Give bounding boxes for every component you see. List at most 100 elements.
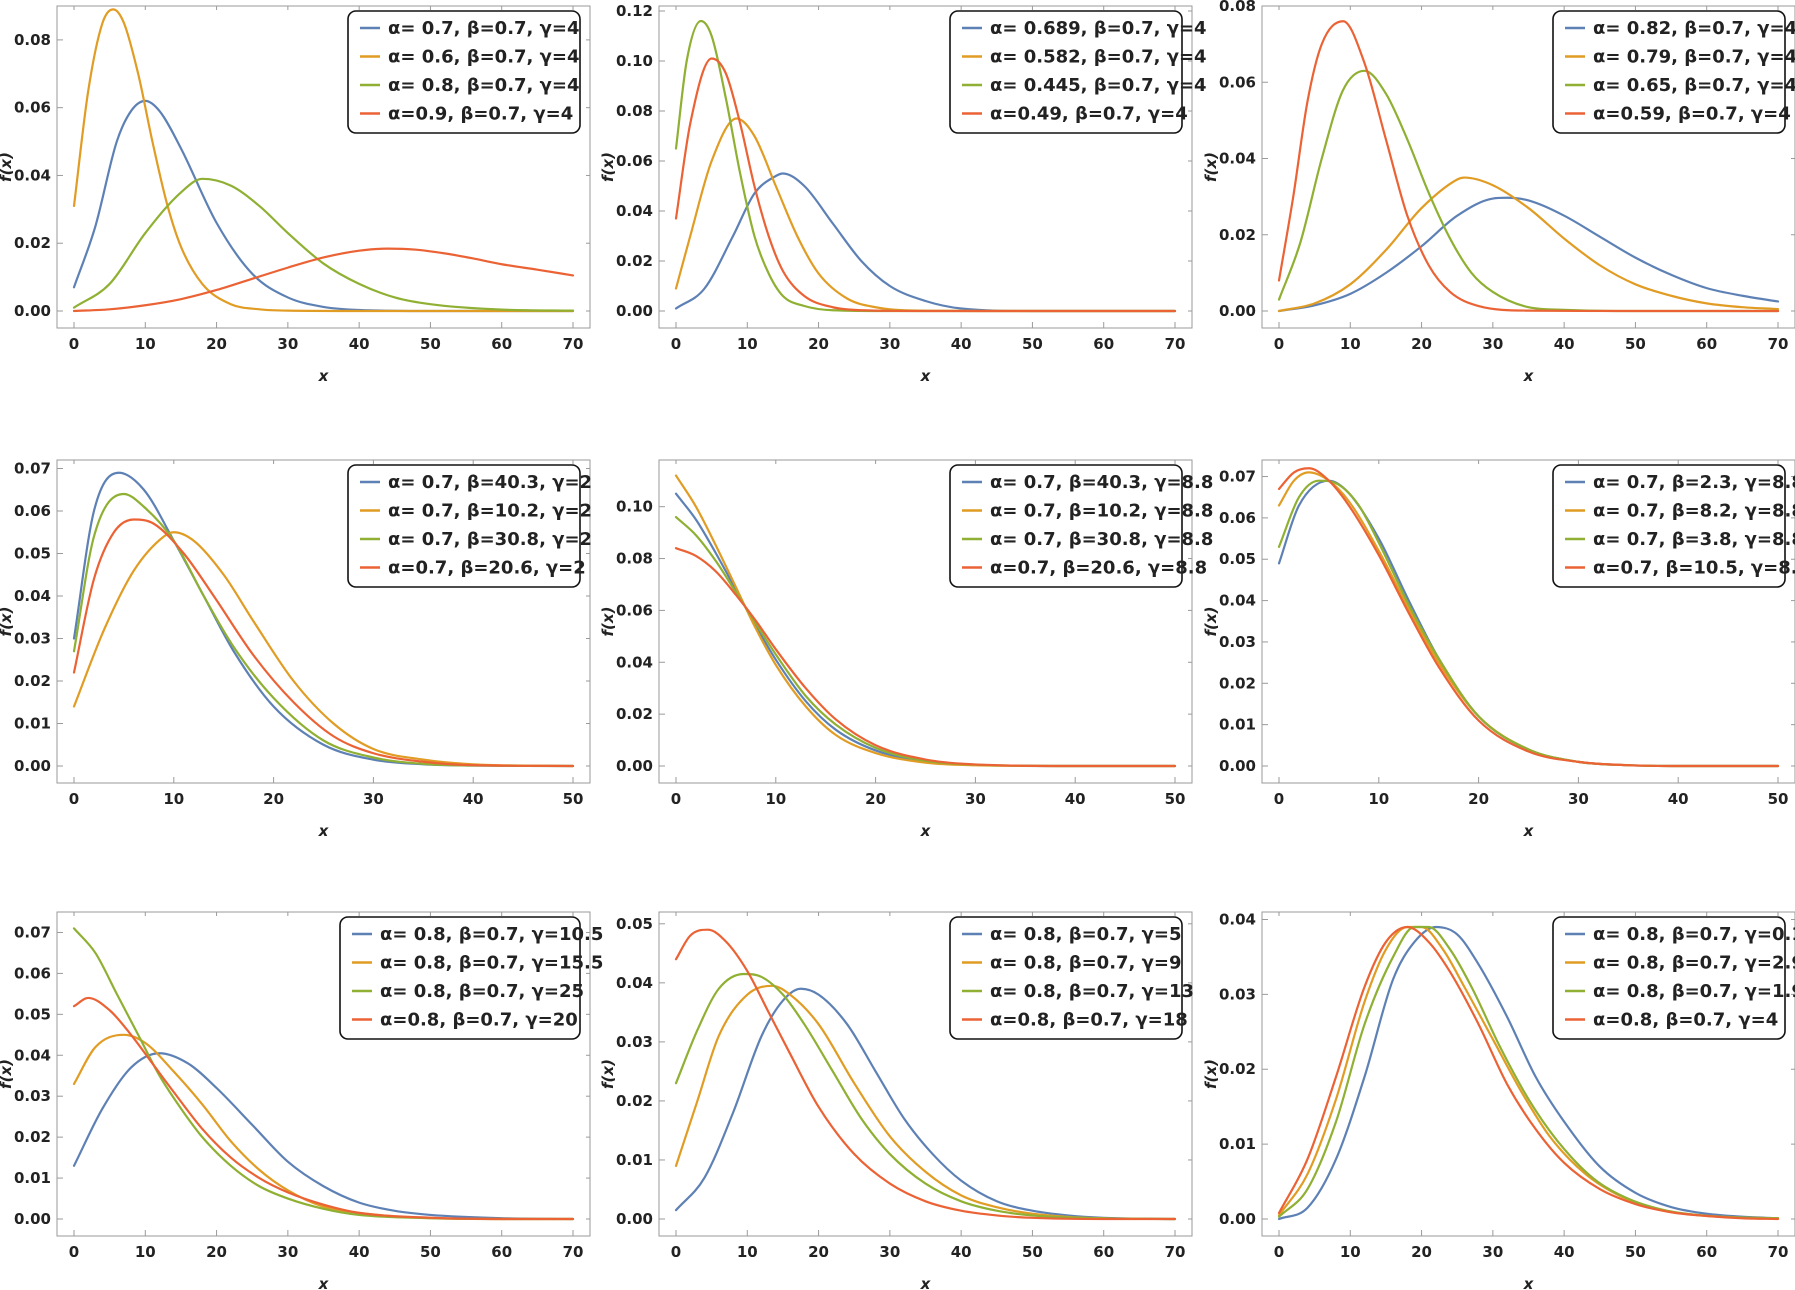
x-tick-label: 60 [1696, 335, 1717, 353]
y-tick-label: 0.05 [14, 1005, 51, 1023]
legend-box [949, 10, 1183, 134]
x-tick-label: 20 [865, 790, 886, 808]
series-line-2 [72, 531, 575, 768]
y-tick-label: 0.04 [1219, 150, 1256, 168]
legend: α= 0.82, β=0.7, γ=4 α= 0.79, β=0.7, γ=4 α=… [1552, 10, 1795, 134]
legend: α= 0.7, β=2.3, γ=8.8 α= 0.7, β=8.2, γ=8.8… [1552, 464, 1795, 588]
chart-panel-1: 0 10 20 30 40 50 60 70 0.00 0.02 0.04 0.06 0.08 x f(x)… [0, 5, 591, 385]
y-tick-label: 0.08 [616, 550, 653, 568]
series-line-2 [72, 1033, 575, 1221]
chart-panel-3: 0 10 20 30 40 50 60 70 0.00 0.02 0.04 0.06 0.08 x f(x)… [1202, 0, 1795, 385]
series-group [674, 474, 1177, 768]
legend: α= 0.8, β=0.7, γ=5 α= 0.8, β=0.7, γ=9 α= 0… [949, 916, 1194, 1040]
legend-entry: α= 0.7, β=8.2, γ=8.8 [1593, 501, 1795, 522]
x-tick-label: 40 [1554, 1243, 1575, 1261]
legend-entry: α= 0.7, β=10.2, γ=8.8 [990, 501, 1213, 522]
y-tick-label: 0.08 [1219, 0, 1256, 15]
y-tick-label: 0.00 [1219, 1210, 1256, 1228]
series-group [72, 471, 575, 768]
x-tick-label: 50 [1165, 790, 1186, 808]
y-axis-label: f(x) [1202, 152, 1220, 182]
series-group [674, 19, 1177, 313]
legend-entry: α= 0.7, β=30.8, γ=2 [388, 529, 592, 550]
y-tick-label: 0.06 [616, 601, 653, 619]
series-line-4 [674, 547, 1177, 768]
x-tick-label: 60 [1093, 1243, 1114, 1261]
y-axis-label: f(x) [0, 1059, 15, 1089]
series-line-3 [72, 177, 575, 312]
series-line-2 [674, 117, 1177, 313]
x-axis-label: x [318, 1275, 330, 1290]
legend-entry: α= 0.8, β=0.7, γ=4 [388, 75, 580, 96]
x-tick-label: 40 [349, 335, 370, 353]
x-tick-label: 20 [206, 1243, 227, 1261]
y-tick-label: 0.02 [14, 234, 51, 252]
x-tick-label: 70 [1768, 1243, 1789, 1261]
legend-entry: α=0.7, β=20.6, γ=2 [388, 558, 586, 579]
y-axis-label: f(x) [1202, 607, 1220, 637]
y-tick-label: 0.04 [616, 653, 653, 671]
y-tick-label: 0.08 [616, 102, 653, 120]
x-tick-label: 50 [563, 790, 584, 808]
chart-panel-4: 0 10 20 30 40 50 0.00 0.01 0.02 0.03 0.04 0.05 0.06 0… [0, 459, 592, 840]
legend-box [1552, 10, 1786, 134]
x-tick-label: 0 [1274, 790, 1284, 808]
y-tick-label: 0.04 [14, 587, 51, 605]
y-axis-label: f(x) [599, 607, 617, 637]
x-tick-label: 50 [420, 335, 441, 353]
x-tick-label: 70 [1165, 335, 1186, 353]
x-tick-label: 50 [1022, 335, 1043, 353]
y-tick-label: 0.02 [1219, 226, 1256, 244]
legend-entry: α=0.7, β=20.6, γ=8.8 [990, 558, 1207, 579]
x-tick-label: 0 [69, 1243, 79, 1261]
legend-entry: α=0.9, β=0.7, γ=4 [388, 104, 573, 125]
series-line-4 [674, 928, 1177, 1221]
x-tick-label: 70 [563, 1243, 584, 1261]
series-line-4 [1277, 20, 1780, 313]
x-tick-label: 70 [1768, 335, 1789, 353]
legend-entry: α= 0.8, β=0.7, γ=9 [990, 953, 1182, 974]
x-tick-label: 10 [737, 335, 758, 353]
series-line-3 [674, 972, 1177, 1221]
legend-entry: α= 0.8, β=0.7, γ=15.5 [380, 953, 603, 974]
series-group [1277, 467, 1780, 768]
series-line-3 [72, 492, 575, 768]
x-axis-label: x [920, 367, 932, 385]
x-tick-label: 20 [1468, 790, 1489, 808]
legend: α= 0.7, β=0.7, γ=4 α= 0.6, β=0.7, γ=4 α= 0… [347, 10, 581, 134]
legend-entry: α= 0.7, β=3.8, γ=8.8 [1593, 529, 1795, 550]
x-tick-label: 10 [1340, 1243, 1361, 1261]
series-line-2 [674, 984, 1177, 1221]
y-tick-label: 0.03 [616, 1033, 653, 1051]
legend-box [949, 916, 1183, 1040]
x-tick-label: 10 [163, 790, 184, 808]
legend-entry: α= 0.8, β=0.7, γ=13 [990, 981, 1194, 1002]
x-tick-label: 20 [206, 335, 227, 353]
y-tick-label: 0.01 [14, 715, 51, 733]
legend-entry: α= 0.7, β=30.8, γ=8.8 [990, 529, 1213, 550]
x-tick-label: 30 [965, 790, 986, 808]
x-tick-label: 40 [1554, 335, 1575, 353]
y-tick-label: 0.01 [14, 1169, 51, 1187]
x-axis-label: x [318, 822, 330, 840]
legend-entry: α=0.8, β=0.7, γ=20 [380, 1010, 578, 1031]
legend-box [347, 10, 581, 134]
x-tick-label: 20 [808, 1243, 829, 1261]
legend-entry: α= 0.7, β=2.3, γ=8.8 [1593, 472, 1795, 493]
y-tick-label: 0.06 [14, 964, 51, 982]
x-axis-label: x [920, 822, 932, 840]
plot-frame [1261, 911, 1795, 1237]
chart-panel-2: 0 10 20 30 40 50 60 70 0.00 0.02 0.04 0.06 0.08 0.10 0… [599, 2, 1207, 385]
legend-entry: α= 0.8, β=0.7, γ=5 [990, 924, 1182, 945]
legend: α= 0.7, β=40.3, γ=2 α= 0.7, β=10.2, γ=2 α=… [347, 464, 592, 588]
legend: α= 0.8, β=0.7, γ=0.12 α= 0.8, β=0.7, γ=2.… [1552, 916, 1795, 1040]
series-line-1 [72, 1052, 575, 1221]
series-line-4 [72, 247, 575, 313]
y-tick-label: 0.06 [1219, 509, 1256, 527]
x-tick-label: 30 [879, 335, 900, 353]
y-tick-label: 0.06 [14, 502, 51, 520]
y-tick-label: 0.02 [14, 1128, 51, 1146]
legend-entry: α= 0.445, β=0.7, γ=4 [990, 75, 1207, 96]
legend-entry: α= 0.7, β=0.7, γ=4 [388, 18, 580, 39]
